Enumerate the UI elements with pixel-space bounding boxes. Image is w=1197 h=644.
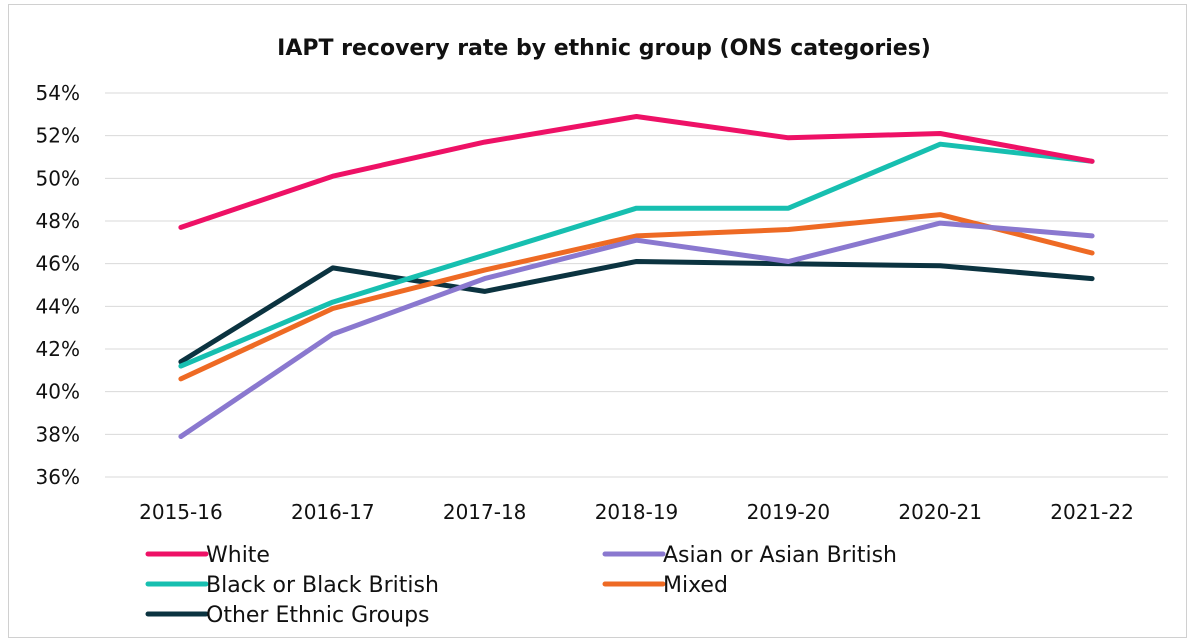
series-line-mixed [178,212,1095,382]
x-tick-label: 2019-20 [747,500,831,524]
x-tick-label: 2017-18 [443,500,527,524]
legend-item: Asian or Asian British [602,543,897,568]
y-tick-label: 48% [36,209,80,233]
chart-frame [8,4,1187,638]
legend-label: Mixed [663,573,728,598]
legend: White Asian or Asian British Black or Blac… [145,543,897,628]
gridlines [105,92,1168,478]
series-line-asian-or-asian-british [178,220,1095,439]
series-lines [178,114,1095,439]
y-tick-label: 36% [36,465,80,489]
x-tick-label: 2016-17 [291,500,375,524]
legend-label: Other Ethnic Groups [206,603,430,628]
chart-title: IAPT recovery rate by ethnic group (ONS … [277,36,931,61]
y-tick-label: 38% [36,422,80,446]
series-line-white [178,114,1095,230]
legend-item: Other Ethnic Groups [145,603,430,628]
legend-item: Black or Black British [145,573,439,598]
legend-label: Black or Black British [206,573,439,598]
x-axis-ticks: 2015-16 2016-17 2017-18 2018-19 2019-20 2020-… [139,500,1134,524]
x-tick-label: 2020-21 [898,500,982,524]
y-tick-label: 50% [36,166,80,190]
legend-item: White [145,543,270,568]
y-tick-label: 46% [36,252,80,276]
y-axis-ticks: 36% 38% 40% 42% 44% 46% 48% 50% 52% 54% [36,81,80,489]
x-tick-label: 2015-16 [139,500,223,524]
y-tick-label: 40% [36,380,80,404]
legend-item: Mixed [602,573,728,598]
y-tick-label: 42% [36,337,80,361]
legend-label: White [206,543,270,568]
y-tick-label: 54% [36,81,80,105]
y-tick-label: 52% [36,124,80,148]
legend-label: Asian or Asian British [663,543,897,568]
y-tick-label: 44% [36,294,80,318]
x-tick-label: 2018-19 [595,500,679,524]
series-line-other-ethnic-groups [178,259,1095,365]
x-tick-label: 2021-22 [1050,500,1134,524]
series-line-black-or-black-british [178,141,1095,369]
